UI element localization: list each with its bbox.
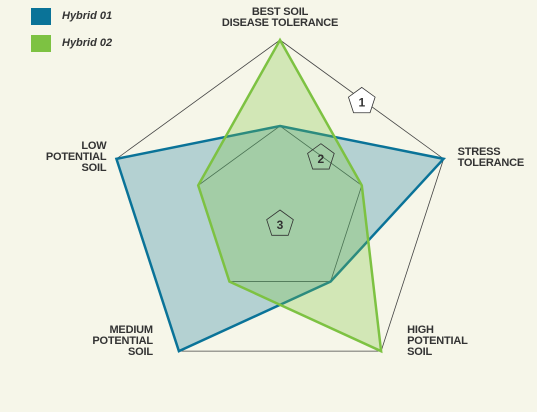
legend-swatch — [31, 8, 51, 25]
series-area — [114, 124, 447, 353]
tick-badge — [348, 86, 376, 114]
tick-badge — [266, 209, 294, 236]
grid-ring — [115, 39, 445, 352]
grid-ring — [197, 125, 363, 282]
tick-badge — [307, 143, 335, 170]
axis-label: LOW POTENTIAL SOIL — [45, 139, 107, 174]
axis-label: HIGH POTENTIAL SOIL — [407, 324, 468, 359]
axis-label: STRESS TOLERANCE — [457, 145, 525, 169]
series-area — [196, 37, 383, 354]
axis-label: MEDIUM POTENTIAL SOIL — [92, 324, 153, 359]
legend-label: Hybrid 02 — [62, 37, 113, 49]
tick-label: 3 — [277, 218, 284, 232]
tick-label: 1 — [358, 96, 365, 110]
legend-swatch — [31, 35, 51, 52]
tick-label: 2 — [318, 152, 325, 166]
axis-label: BEST SOIL DISEASE TOLERANCE — [221, 6, 339, 29]
legend-label: Hybrid 01 — [62, 10, 113, 22]
